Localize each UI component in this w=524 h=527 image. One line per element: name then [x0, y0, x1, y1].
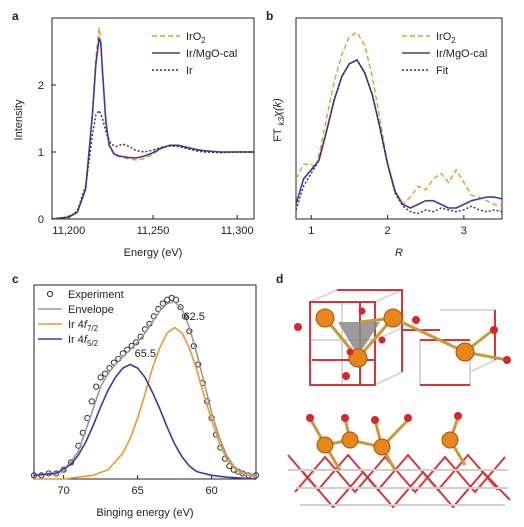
panel-c-frame: [33, 284, 257, 480]
legend-entry-label: Experiment: [68, 289, 124, 301]
series-line-a-1: [51, 37, 254, 220]
cluster-structure-top: [294, 289, 511, 386]
panel-b-ylabel-sub: k3: [277, 117, 286, 126]
series-line-c-3: [33, 363, 257, 480]
legend-entry-label: Envelope: [68, 304, 114, 316]
series-line-b-2: [295, 59, 503, 215]
panel-b-xlabel: R: [395, 247, 403, 259]
y-tick-label: 0: [38, 214, 44, 226]
legend-entry-label: Ir: [186, 65, 193, 77]
panel-b-frame: [295, 17, 503, 220]
experiment-point: [159, 300, 166, 307]
legend-entry-label: IrO2: [186, 31, 206, 45]
experiment-point: [119, 350, 126, 357]
panel-c-xlabel: Binging energy (eV): [96, 507, 193, 519]
legend-label-sub: 2: [201, 36, 206, 45]
peak-annotation: 62.5: [183, 311, 204, 323]
legend-entry-label: Ir/MgO-cal: [436, 48, 487, 60]
experiment-point: [93, 383, 100, 390]
series-line-b-1: [295, 59, 503, 209]
experiment-point: [97, 374, 104, 381]
panel-b-ylabel: FT k3χ(k): [272, 98, 286, 142]
legend-entry-label: Ir/MgO-cal: [186, 48, 237, 60]
peak-annotation: 65.5: [135, 348, 156, 360]
surface-structure-bottom: [287, 412, 511, 509]
panel-letter-c: c: [12, 272, 19, 286]
legend-entry-label: IrO2: [436, 31, 456, 45]
panel-a-chart: 11,200 11,250 11,300 0 1 2 Energy (eV) Intens…: [13, 17, 255, 259]
panel-letter-b: b: [266, 9, 273, 23]
legend-entry-label: Ir 4f5/2: [68, 334, 99, 348]
y-tick-label: 1: [38, 147, 44, 159]
series-line-a-2: [51, 109, 254, 220]
experiment-point: [177, 304, 184, 311]
x-tick-label: 11,200: [52, 225, 85, 237]
legend-label-italic: f: [84, 334, 88, 346]
series-line-c-1: [33, 300, 257, 477]
legend-label-main: Ir 4: [68, 319, 84, 331]
experiment-point: [88, 398, 95, 405]
legend-label-main: IrO: [186, 31, 202, 43]
legend-marker: [46, 290, 54, 298]
panel-b-ylabel-main: FT: [272, 126, 284, 142]
x-tick-label: 11,300: [221, 225, 254, 237]
legend-entry-label: Ir 4f7/2: [68, 319, 99, 333]
legend-label-italic: f: [84, 319, 88, 331]
x-tick-label: 3: [461, 225, 467, 237]
legend-label-sub: 5/2: [87, 339, 99, 348]
series-line-c-2: [34, 326, 257, 480]
crystal-structure-illustration: [287, 289, 511, 509]
x-tick-label: 2: [384, 225, 390, 237]
x-tick-label: 60: [205, 485, 217, 497]
x-tick-label: 11,250: [137, 225, 170, 237]
panel-a-xlabel: Energy (eV): [124, 247, 183, 259]
x-tick-label: 1: [308, 225, 314, 237]
legend-label-sub: 2: [451, 36, 456, 45]
legend-label-sub: 7/2: [87, 324, 99, 333]
panel-b-ylabel-rest: χ(k): [272, 98, 284, 118]
x-tick-label: 65: [131, 485, 143, 497]
legend-entry-label: Fit: [436, 65, 448, 77]
legend-label-main: Ir 4: [68, 334, 84, 346]
x-tick-label: 70: [57, 485, 69, 497]
experiment-point: [181, 313, 189, 320]
y-tick-label: 2: [38, 80, 44, 92]
legend-label-main: IrO: [436, 31, 452, 43]
panel-a-ylabel: Intensity: [13, 99, 25, 140]
panel-letter-d: d: [276, 272, 283, 286]
panel-letter-a: a: [12, 9, 19, 23]
panel-c-chart: 70 65 60 62.5 65.5 Binging energy (eV) Expe…: [30, 284, 260, 519]
